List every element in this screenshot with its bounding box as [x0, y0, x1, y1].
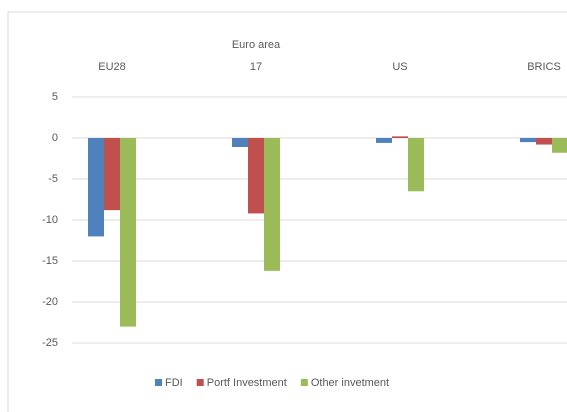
bar	[264, 138, 280, 271]
y-tick-label: -10	[42, 214, 58, 226]
legend-swatch	[196, 379, 204, 386]
bar	[248, 138, 264, 214]
category-text: US	[392, 61, 408, 73]
y-tick-label: -5	[48, 173, 58, 185]
chart-border	[7, 11, 567, 412]
bar	[376, 138, 392, 143]
bar	[392, 136, 408, 138]
category-label: EU28	[67, 38, 157, 78]
y-tick-label: -20	[42, 296, 58, 308]
bar	[120, 138, 136, 327]
bar	[232, 138, 248, 148]
bar	[552, 138, 567, 153]
category-label: BRICS	[499, 38, 567, 78]
y-tick-label: -15	[42, 255, 58, 267]
legend-swatch	[155, 379, 162, 386]
category-label: US	[355, 38, 445, 78]
y-tick-label: -25	[42, 337, 58, 349]
bar	[104, 138, 120, 211]
category-text: EU28	[98, 61, 126, 73]
y-tick-label: 0	[52, 132, 58, 144]
bar	[536, 138, 552, 145]
category-text: BRICS	[527, 61, 561, 73]
legend-label: Other invetment	[311, 377, 389, 389]
legend-label: FDI	[165, 377, 183, 389]
bar	[88, 138, 104, 237]
legend-swatch	[300, 379, 308, 386]
bar	[520, 138, 536, 143]
bar	[408, 138, 424, 192]
y-tick-label: 5	[52, 91, 58, 103]
category-label: Euro area 17	[211, 38, 301, 78]
category-text: Euro area 17	[231, 39, 281, 73]
legend-label: Portf Investment	[207, 377, 287, 389]
